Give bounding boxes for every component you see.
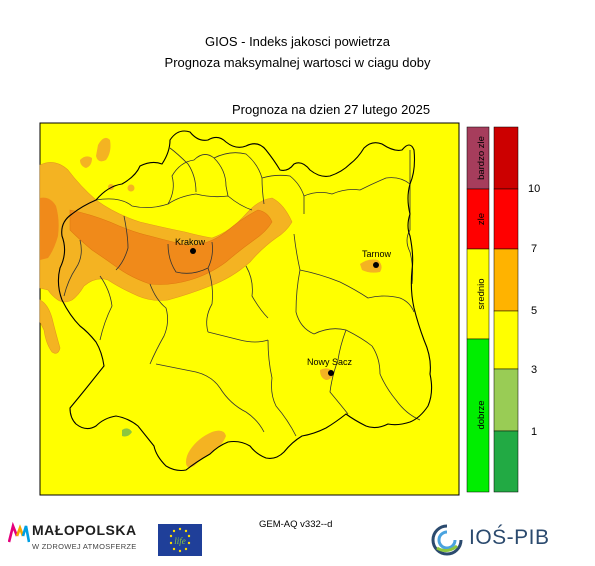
- scale-band-7-10: [493, 188, 519, 250]
- ios-pib-swirl-icon: [431, 524, 463, 556]
- legend-cat-dobrze: [466, 338, 490, 493]
- scale-label-7: 7: [531, 243, 537, 255]
- index-color-scale: 10 7 5 3 1: [493, 126, 540, 493]
- city-nowysacz: Nowy Sacz: [307, 357, 353, 376]
- malopolska-name: MAŁOPOLSKA: [32, 522, 137, 538]
- scale-label-1: 1: [531, 426, 537, 438]
- legend-cat-label-bardzo-zle: bardzo zle: [476, 136, 487, 180]
- map-background: [39, 122, 460, 496]
- scale-label-10: 10: [528, 183, 540, 195]
- eu-life-text: life: [174, 536, 186, 546]
- scale-band-0-1: [493, 430, 519, 493]
- zone-low-southwest: [122, 428, 132, 437]
- forecast-date: Prognoza na dzien 27 lutego 2025: [232, 102, 431, 117]
- map-subtitle: Prognoza maksymalnej wartosci w ciagu do…: [164, 55, 431, 70]
- legend-cat-label-srednio: srednio: [476, 278, 487, 309]
- zone-west-band: [39, 162, 293, 303]
- model-version-label: GEM-AQ v332--d: [259, 519, 333, 530]
- city-krakow-dot: [190, 248, 196, 254]
- legend-cat-label-zle: zle: [476, 213, 487, 225]
- eu-flag-icon: life: [158, 524, 202, 556]
- county-borders: [63, 147, 421, 437]
- eu-life-logo: life: [158, 524, 202, 556]
- city-tarnow-label: Tarnow: [362, 249, 392, 259]
- malopolska-slogan: W ZDROWEJ ATMOSFERZE: [32, 542, 137, 551]
- ios-pib-name: IOŚ-PIB: [469, 526, 550, 549]
- zone-north-spot-1: [96, 137, 111, 162]
- zone-south: [186, 430, 226, 468]
- zone-north-spot-2: [80, 156, 92, 168]
- zone-northwest-blob: [44, 167, 68, 188]
- ios-pib-logo: IOŚ-PIB: [427, 520, 557, 560]
- scale-band-3-5: [493, 310, 519, 370]
- malopolska-m-icon: [8, 522, 30, 543]
- scale-band-5-7: [493, 248, 519, 312]
- legend-cat-label-dobrze: dobrze: [476, 400, 487, 429]
- scale-band-10plus: [493, 126, 519, 190]
- city-tarnow: Tarnow: [362, 249, 392, 268]
- malopolska-logo: MAŁOPOLSKA W ZDROWEJ ATMOSFERZE: [8, 522, 158, 556]
- scale-label-5: 5: [531, 305, 537, 317]
- city-nowysacz-dot: [328, 370, 334, 376]
- voivodeship-border: [57, 130, 433, 472]
- scale-label-3: 3: [531, 364, 537, 376]
- map-title: GIOS - Indeks jakosci powietrza: [205, 34, 390, 49]
- city-krakow: Krakow: [175, 237, 206, 254]
- category-legend: bardzo zle zle srednio dobrze: [466, 126, 490, 493]
- high-index-zones: [40, 197, 273, 285]
- scale-band-1-3: [493, 368, 519, 432]
- zone-west-strip: [39, 299, 61, 354]
- elevated-index-zones: [39, 137, 382, 468]
- city-tarnow-dot: [373, 262, 379, 268]
- city-nowysacz-label: Nowy Sacz: [307, 357, 353, 367]
- zone-north-spot-4: [127, 184, 135, 192]
- city-krakow-label: Krakow: [175, 237, 206, 247]
- zone-west-core: [40, 197, 59, 260]
